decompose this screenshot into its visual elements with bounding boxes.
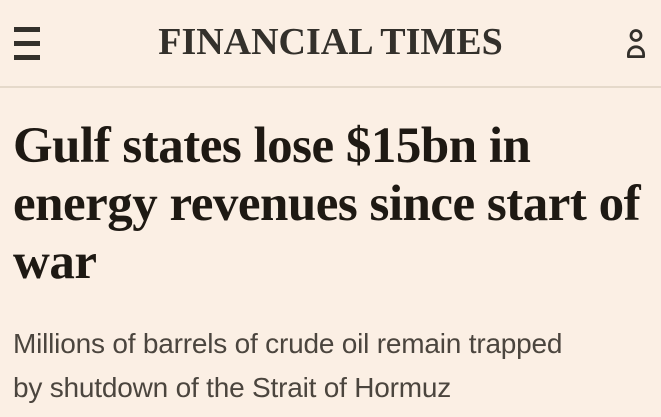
menu-button[interactable]: [14, 26, 40, 60]
hamburger-bar: [14, 26, 40, 32]
hamburger-bar: [14, 40, 40, 46]
standfirst-line: by shutdown of the Strait of Hormuz: [13, 372, 452, 403]
top-navigation-bar: FINANCIAL TIMES: [0, 0, 661, 88]
person-icon: [627, 29, 645, 58]
headline-line: war: [13, 234, 97, 290]
headline-line: Gulf states lose $15bn in: [13, 118, 531, 174]
hamburger-icon: [14, 26, 40, 60]
headline-line: energy revenues since start of: [13, 176, 641, 232]
article-headline: Gulf states lose $15bn in energy revenue…: [13, 117, 648, 291]
masthead-logo[interactable]: FINANCIAL TIMES: [158, 21, 503, 64]
hamburger-bar: [14, 54, 40, 60]
article-header: Gulf states lose $15bn in energy revenue…: [0, 117, 661, 410]
standfirst-line: Millions of barrels of crude oil remain …: [13, 328, 563, 359]
account-button[interactable]: [625, 28, 647, 58]
article-standfirst: Millions of barrels of crude oil remain …: [13, 322, 648, 410]
